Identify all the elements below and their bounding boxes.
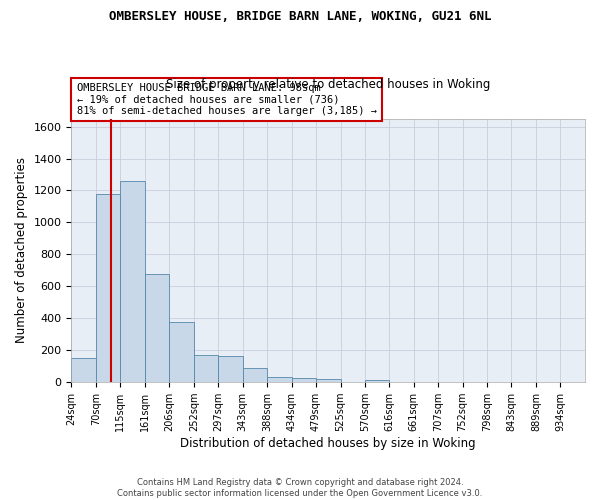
Bar	[145, 274, 169, 382]
Bar	[365, 380, 389, 382]
Text: OMBERSLEY HOUSE, BRIDGE BARN LANE, WOKING, GU21 6NL: OMBERSLEY HOUSE, BRIDGE BARN LANE, WOKIN…	[109, 10, 491, 23]
Bar	[96, 194, 120, 382]
Text: OMBERSLEY HOUSE BRIDGE BARN LANE: 98sqm
← 19% of detached houses are smaller (73: OMBERSLEY HOUSE BRIDGE BARN LANE: 98sqm …	[77, 82, 377, 116]
Bar	[71, 358, 96, 382]
Title: Size of property relative to detached houses in Woking: Size of property relative to detached ho…	[166, 78, 490, 91]
Text: Contains HM Land Registry data © Crown copyright and database right 2024.
Contai: Contains HM Land Registry data © Crown c…	[118, 478, 482, 498]
Bar	[267, 376, 292, 382]
Bar	[169, 322, 194, 382]
Bar	[218, 356, 243, 382]
Y-axis label: Number of detached properties: Number of detached properties	[15, 158, 28, 344]
Bar	[120, 181, 145, 382]
X-axis label: Distribution of detached houses by size in Woking: Distribution of detached houses by size …	[181, 437, 476, 450]
Bar	[194, 355, 218, 382]
Bar	[316, 379, 341, 382]
Bar	[292, 378, 316, 382]
Bar	[243, 368, 267, 382]
